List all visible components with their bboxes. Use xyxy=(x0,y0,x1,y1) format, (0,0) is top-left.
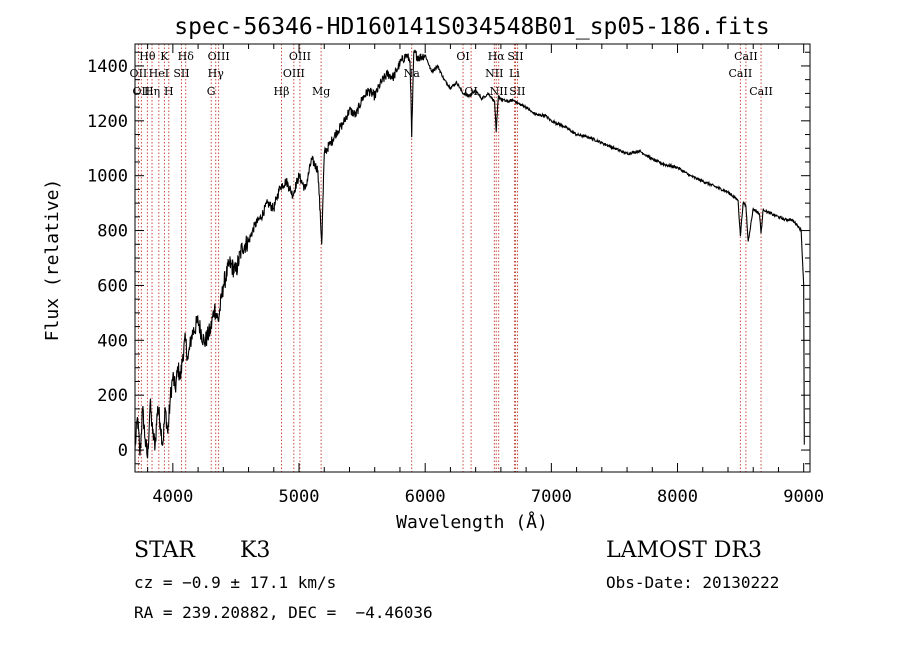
line-label-26: CaII xyxy=(734,50,758,63)
line-label-20: Hα xyxy=(488,50,506,63)
y-tick-label-0: 0 xyxy=(118,441,128,461)
line-label-15: Mg xyxy=(312,85,330,98)
line-label-16: Na xyxy=(404,67,421,80)
line-label-11: OIII xyxy=(208,50,230,63)
line-label-22: Li xyxy=(509,67,520,80)
y-tick-label-7: 1400 xyxy=(87,57,128,77)
subclass-label: K3 xyxy=(240,538,271,563)
plot-frame xyxy=(134,43,811,473)
y-tick-label-5: 1000 xyxy=(87,167,128,187)
line-label-21: NII xyxy=(490,85,508,98)
emission-line-labels: OII OII Hθ Hη HeI K H SII Hδ G Hγ OIII Hβ OIII OIII Mg N… xyxy=(130,50,773,98)
line-label-7: SII xyxy=(173,67,189,80)
x-tick-label-1: 5000 xyxy=(279,487,320,507)
y-axis-ticks: 0 200 400 600 800 1000 1200 1400 xyxy=(87,51,810,465)
obs-date: Obs-Date: 20130222 xyxy=(606,573,780,592)
line-label-12: Hβ xyxy=(274,85,290,98)
y-tick-label-1: 200 xyxy=(97,386,128,406)
line-label-0: OII xyxy=(130,67,148,80)
line-label-3: Hη xyxy=(144,85,160,98)
chart-title: spec-56346-HD160141S034548B01_sp05-186.f… xyxy=(174,14,769,40)
x-tick-label-2: 6000 xyxy=(405,487,446,507)
cz-readout: cz = −0.9 ± 17.1 km/s xyxy=(134,573,337,592)
x-tick-label-4: 8000 xyxy=(657,487,698,507)
survey-label: LAMOST DR3 xyxy=(606,538,762,563)
x-axis-ticks: 4000 5000 6000 7000 8000 9000 xyxy=(147,44,824,507)
y-tick-label-2: 400 xyxy=(97,331,128,351)
emission-line-markers xyxy=(137,44,762,472)
y-axis-label: Flux (relative) xyxy=(42,179,63,342)
line-label-6: H xyxy=(164,85,174,98)
line-label-5: K xyxy=(160,50,169,63)
x-tick-label-3: 7000 xyxy=(531,487,572,507)
spectrum-series xyxy=(134,49,805,459)
x-tick-label-0: 4000 xyxy=(152,487,193,507)
line-label-25: CaII xyxy=(729,67,753,80)
line-label-17: OI xyxy=(456,50,469,63)
line-label-23: SII xyxy=(507,50,523,63)
spectrum-line-0 xyxy=(134,49,805,459)
line-label-14: OIII xyxy=(289,50,311,63)
x-axis-label: Wavelength (Å) xyxy=(396,511,548,533)
line-label-1: OII xyxy=(132,85,150,98)
line-label-9: G xyxy=(207,85,216,98)
line-label-4: HeI xyxy=(149,67,169,80)
line-label-13: OIII xyxy=(283,67,305,80)
line-label-2: Hθ xyxy=(139,50,156,63)
line-label-10: Hγ xyxy=(208,67,225,80)
line-label-8: Hδ xyxy=(178,50,195,63)
class-label: STAR xyxy=(134,538,195,563)
y-tick-label-6: 1200 xyxy=(87,112,128,132)
ra-dec-readout: RA = 239.20882, DEC = −4.46036 xyxy=(134,603,433,622)
y-tick-label-3: 600 xyxy=(97,276,128,296)
x-tick-label-5: 9000 xyxy=(783,487,824,507)
line-label-27: CaII xyxy=(749,85,773,98)
line-label-24: SII xyxy=(509,85,525,98)
y-tick-label-4: 800 xyxy=(97,222,128,242)
line-label-19: NII xyxy=(485,67,503,80)
